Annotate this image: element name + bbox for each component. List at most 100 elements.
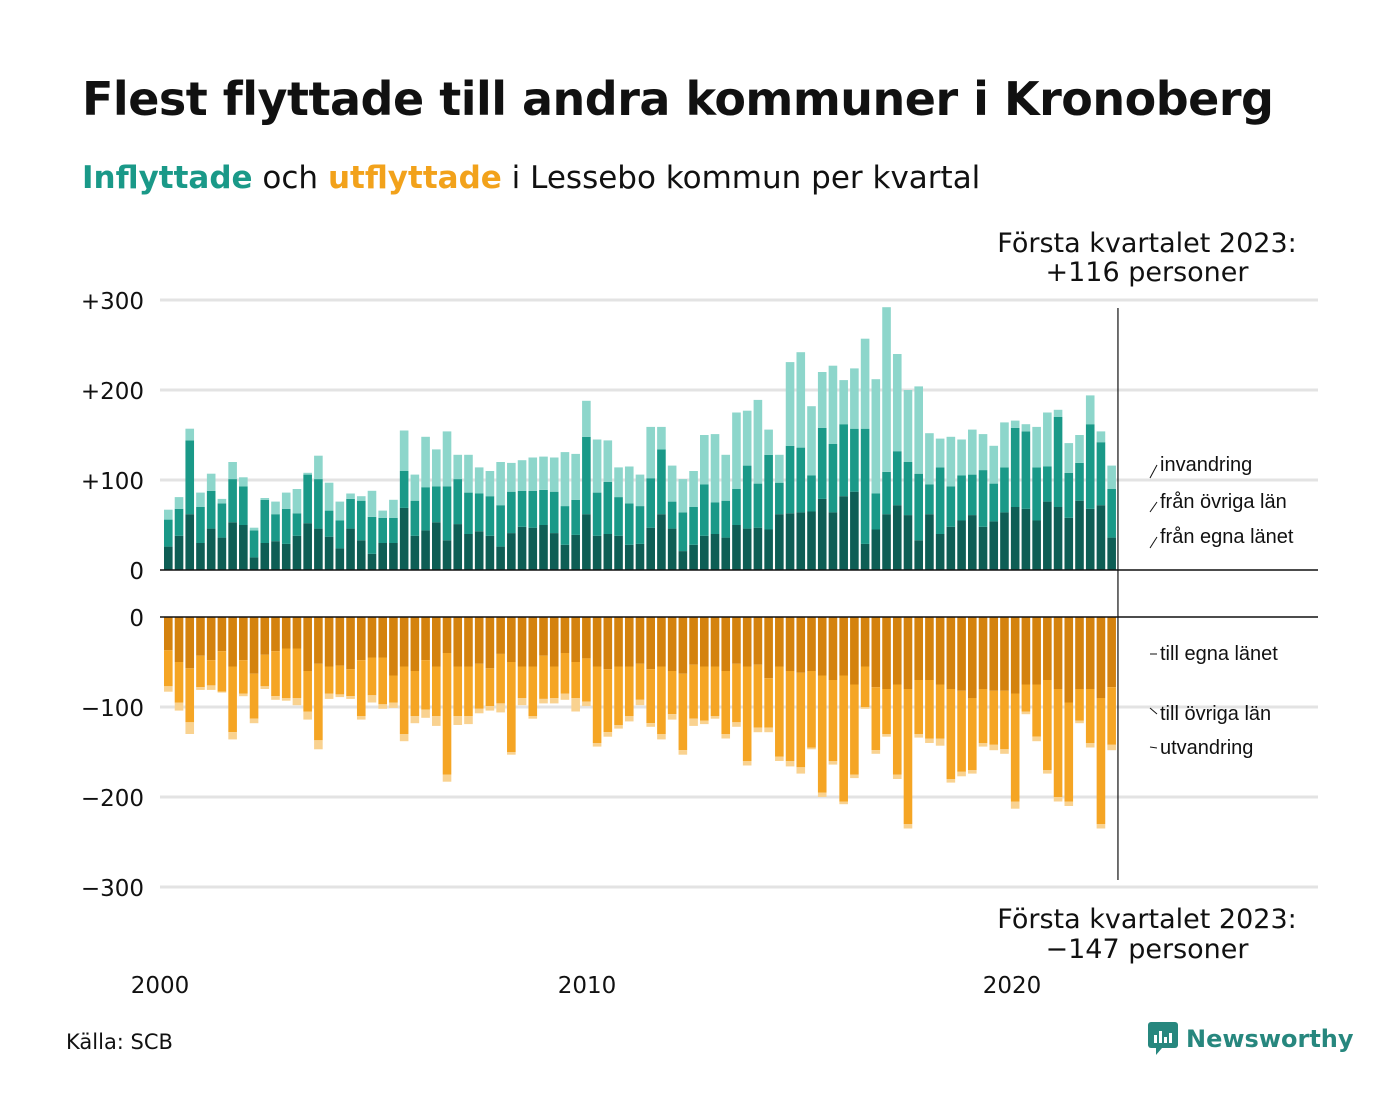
bar-inflow-segment bbox=[271, 501, 280, 515]
bar-inflow-segment bbox=[164, 509, 173, 520]
bar-inflow-segment bbox=[174, 535, 184, 570]
bar-inflow-segment bbox=[421, 487, 430, 531]
bar-inflow-segment bbox=[271, 541, 280, 570]
bar-outflow-segment bbox=[271, 617, 280, 652]
bar-outflow-segment bbox=[839, 801, 848, 805]
bar-inflow-segment bbox=[968, 474, 977, 516]
bar-outflow-segment bbox=[217, 617, 227, 652]
bar-inflow-segment bbox=[453, 479, 463, 525]
bar-outflow-segment bbox=[1010, 801, 1020, 809]
bar-outflow-segment bbox=[582, 701, 591, 707]
bar-inflow-segment bbox=[667, 528, 677, 570]
bar-inflow-segment bbox=[1064, 443, 1074, 473]
bar-outflow-segment bbox=[1053, 689, 1063, 797]
bar-outflow-segment bbox=[399, 617, 409, 667]
bar-inflow-segment bbox=[700, 484, 709, 536]
bar-inflow-segment bbox=[667, 501, 677, 529]
bar-outflow-segment bbox=[410, 716, 420, 724]
bar-inflow-segment bbox=[946, 486, 956, 527]
bar-inflow-segment bbox=[764, 429, 773, 455]
bar-outflow-segment bbox=[925, 617, 934, 680]
bar-inflow-segment bbox=[839, 424, 848, 497]
bar-outflow-segment bbox=[292, 617, 302, 649]
bar-inflow-segment bbox=[185, 514, 195, 570]
bar-inflow-segment bbox=[935, 438, 945, 468]
bar-inflow-segment bbox=[367, 553, 377, 570]
bar-outflow-segment bbox=[399, 734, 409, 742]
bar-outflow-segment bbox=[1096, 617, 1106, 698]
bar-inflow-segment bbox=[303, 523, 312, 570]
bar-inflow-segment bbox=[410, 500, 420, 536]
bar-outflow-segment bbox=[1000, 749, 1009, 754]
bar-inflow-segment bbox=[796, 352, 806, 448]
bar-inflow-segment bbox=[689, 544, 698, 570]
bar-inflow-segment bbox=[1053, 409, 1063, 417]
bar-outflow-segment bbox=[356, 617, 366, 661]
bar-inflow-segment bbox=[903, 390, 913, 462]
bar-outflow-segment bbox=[989, 744, 999, 751]
bar-outflow-segment bbox=[914, 617, 923, 680]
bar-outflow-segment bbox=[539, 698, 548, 704]
bar-outflow-segment bbox=[528, 666, 538, 716]
bar-outflow-segment bbox=[1053, 797, 1063, 802]
bar-outflow-segment bbox=[249, 617, 259, 674]
bar-outflow-segment bbox=[700, 720, 709, 725]
bar-inflow-segment bbox=[1053, 507, 1063, 570]
bar-outflow-segment bbox=[571, 617, 580, 662]
bar-outflow-segment bbox=[367, 617, 377, 658]
bar-outflow-segment bbox=[667, 617, 677, 671]
bar-outflow-segment bbox=[753, 617, 763, 665]
bar-outflow-segment bbox=[860, 707, 870, 709]
bar-outflow-segment bbox=[496, 653, 505, 704]
bar-inflow-segment bbox=[807, 511, 816, 570]
bar-outflow-segment bbox=[957, 690, 966, 772]
bar-inflow-segment bbox=[185, 428, 195, 441]
bar-inflow-segment bbox=[721, 537, 731, 570]
bar-outflow-segment bbox=[292, 698, 302, 706]
bar-outflow-segment bbox=[860, 617, 870, 667]
bar-inflow-segment bbox=[614, 467, 623, 498]
bar-outflow-segment bbox=[582, 658, 591, 702]
bar-inflow-segment bbox=[1064, 472, 1074, 518]
bar-outflow-segment bbox=[228, 732, 237, 740]
bar-outflow-segment bbox=[346, 669, 355, 697]
bar-inflow-segment bbox=[549, 491, 559, 534]
bar-inflow-segment bbox=[549, 533, 559, 570]
bar-outflow-segment bbox=[839, 675, 848, 802]
bar-outflow-segment bbox=[324, 617, 334, 667]
bar-inflow-segment bbox=[678, 551, 688, 570]
bar-outflow-segment bbox=[914, 734, 923, 738]
bar-outflow-segment bbox=[592, 666, 602, 743]
bar-outflow-segment bbox=[464, 666, 473, 716]
bar-outflow-segment bbox=[946, 689, 956, 779]
bar-inflow-segment bbox=[957, 439, 966, 476]
bar-inflow-segment bbox=[1107, 489, 1116, 538]
bar-inflow-segment bbox=[624, 466, 634, 504]
bar-inflow-segment bbox=[432, 522, 441, 570]
bar-inflow-segment bbox=[303, 474, 312, 524]
bar-outflow-segment bbox=[614, 725, 623, 729]
bar-outflow-segment bbox=[700, 617, 709, 667]
bar-inflow-segment bbox=[367, 516, 377, 554]
bar-inflow-segment bbox=[174, 497, 184, 509]
bar-inflow-segment bbox=[635, 543, 645, 570]
bar-outflow-segment bbox=[539, 655, 548, 699]
bar-inflow-segment bbox=[624, 544, 634, 570]
bar-inflow-segment bbox=[292, 489, 302, 514]
bar-outflow-segment bbox=[882, 734, 891, 737]
bar-inflow-segment bbox=[324, 536, 334, 570]
bar-inflow-segment bbox=[646, 478, 655, 528]
bar-inflow-segment bbox=[860, 338, 870, 429]
x-tick-label: 2000 bbox=[131, 973, 190, 999]
bar-inflow-segment bbox=[978, 526, 988, 570]
bar-inflow-segment bbox=[260, 498, 270, 500]
bar-outflow-segment bbox=[421, 617, 430, 661]
bar-outflow-segment bbox=[399, 666, 409, 734]
bar-outflow-segment bbox=[710, 666, 720, 716]
bar-outflow-segment bbox=[753, 727, 763, 733]
bar-outflow-segment bbox=[785, 671, 795, 761]
bar-inflow-segment bbox=[732, 525, 741, 570]
bar-outflow-segment bbox=[453, 716, 463, 725]
series-label: från egna länet bbox=[1160, 526, 1294, 548]
bar-outflow-segment bbox=[1075, 689, 1084, 721]
